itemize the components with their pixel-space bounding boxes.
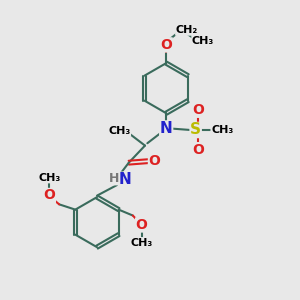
Text: O: O bbox=[192, 103, 204, 117]
Text: CH₃: CH₃ bbox=[192, 36, 214, 46]
Text: S: S bbox=[190, 122, 201, 137]
Text: CH₂: CH₂ bbox=[176, 25, 198, 35]
Text: CH₃: CH₃ bbox=[38, 173, 61, 183]
Text: CH₃: CH₃ bbox=[108, 126, 130, 136]
Text: N: N bbox=[160, 121, 172, 136]
Text: H: H bbox=[109, 172, 119, 185]
Text: O: O bbox=[148, 154, 160, 168]
Text: CH₃: CH₃ bbox=[211, 125, 233, 135]
Text: N: N bbox=[118, 172, 131, 187]
Text: O: O bbox=[192, 143, 204, 157]
Text: O: O bbox=[136, 218, 148, 232]
Text: O: O bbox=[44, 188, 56, 203]
Text: O: O bbox=[160, 38, 172, 52]
Text: CH₃: CH₃ bbox=[130, 238, 153, 248]
